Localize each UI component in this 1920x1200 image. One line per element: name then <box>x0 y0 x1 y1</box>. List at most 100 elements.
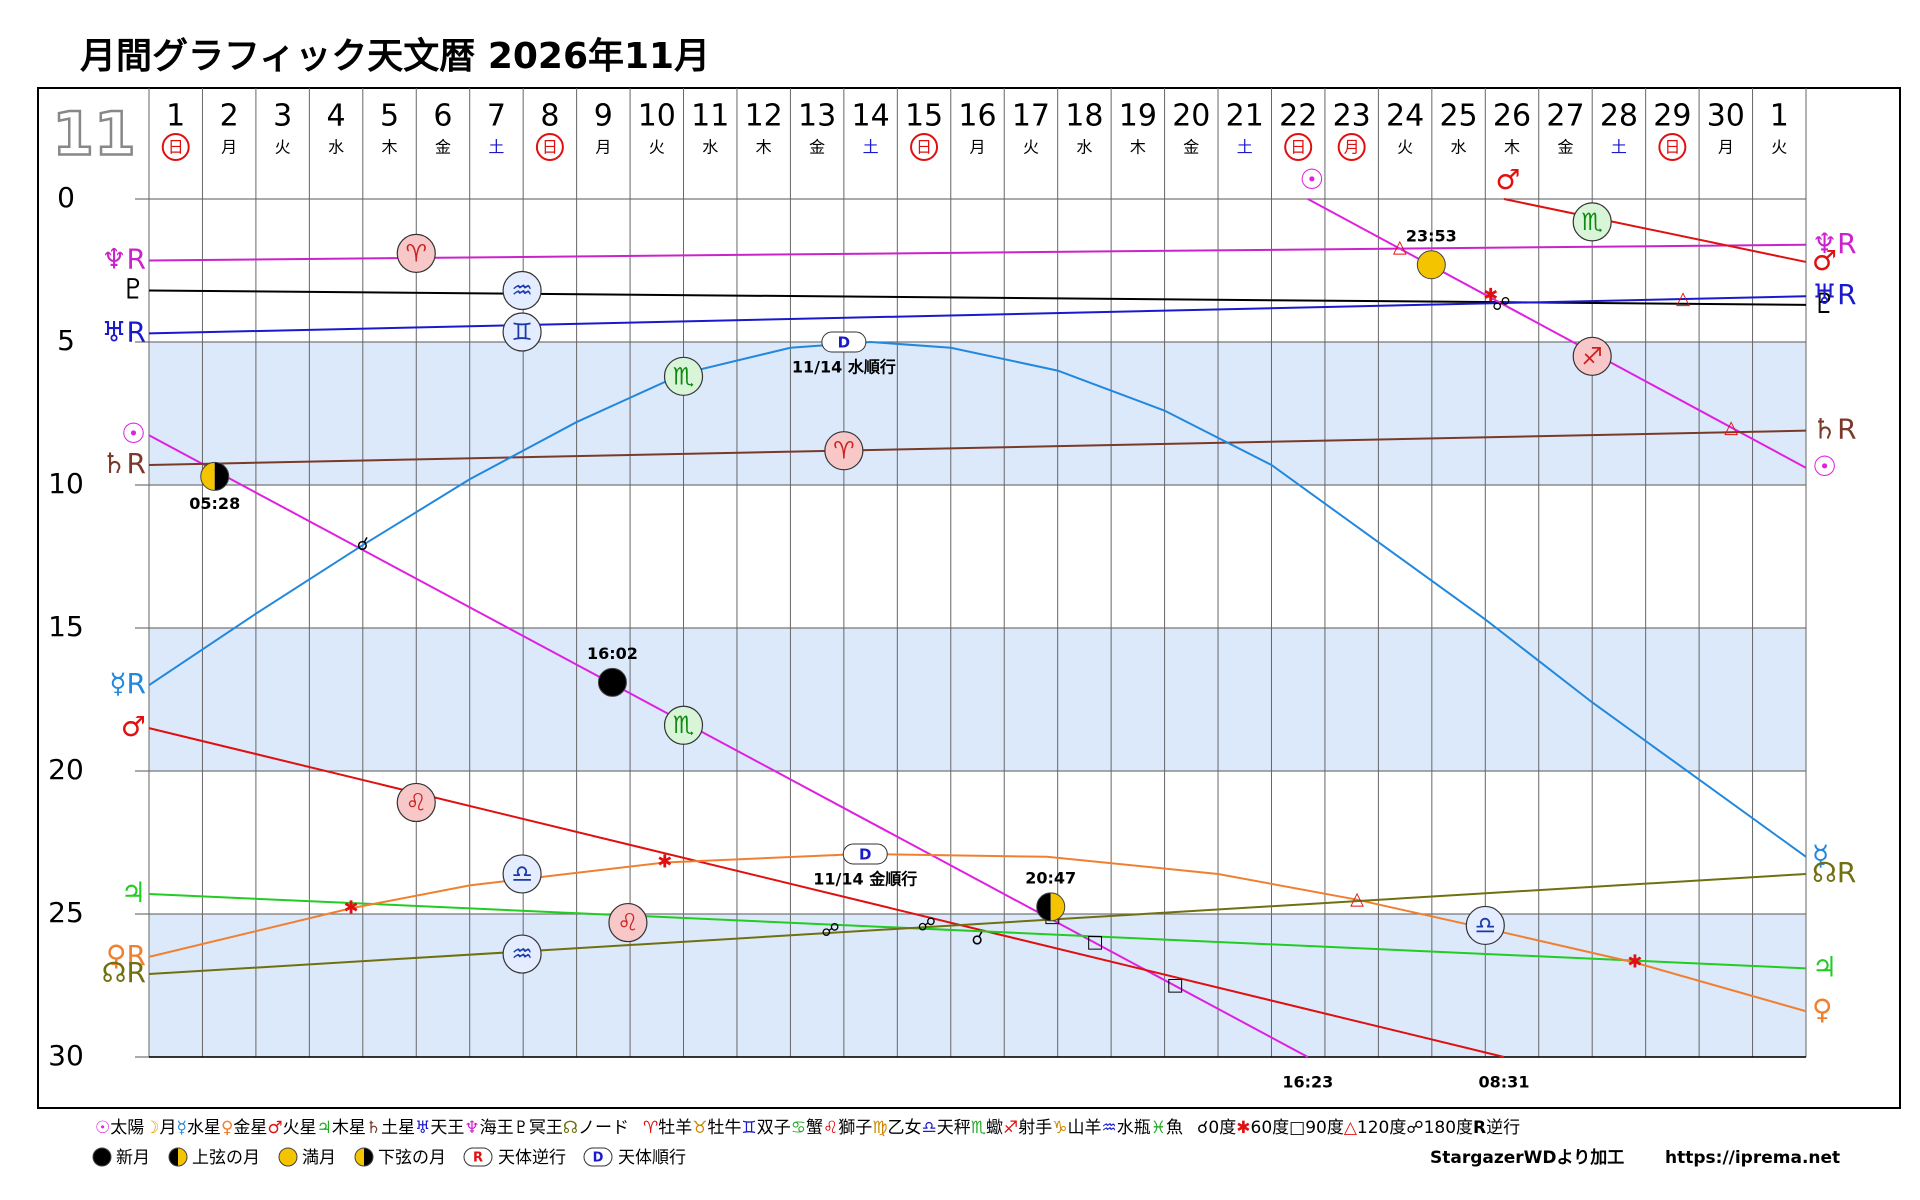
legend-symbol: ♇ <box>514 1118 529 1138</box>
y-tick-label: 15 <box>48 610 84 643</box>
holiday-circle <box>1284 133 1313 161</box>
moon-time: 20:47 <box>1025 868 1076 887</box>
planet-line <box>148 198 1807 1058</box>
legend-symbol: ♑ <box>1052 1118 1067 1138</box>
legend-label: 天秤 <box>937 1118 971 1138</box>
weekday: 日 <box>1664 138 1680 157</box>
holiday-circle <box>161 133 190 161</box>
legend-label: 魚 <box>1166 1118 1183 1138</box>
aspect-symbol: ✱ <box>344 897 359 918</box>
legend-label: 120度 <box>1357 1118 1406 1138</box>
station-label: 11/14 水順行 <box>792 358 896 377</box>
weekday: 月 <box>221 138 237 157</box>
moon-half <box>169 1148 178 1166</box>
legend-symbol: ☍ <box>1406 1118 1423 1138</box>
legend-symbol: ♄ <box>366 1118 381 1138</box>
legend-label: 木星 <box>332 1118 366 1138</box>
moon-icon <box>92 1147 112 1167</box>
sign-marker <box>502 934 542 974</box>
weekday: 日 <box>168 138 184 157</box>
legend-symbol: ♏ <box>971 1118 986 1138</box>
station-marker <box>821 331 867 353</box>
series-start-label: ♆R <box>101 242 146 275</box>
weekday: 火 <box>1397 138 1413 157</box>
weekday: 月 <box>595 138 611 157</box>
day-number: 21 <box>1226 99 1264 134</box>
legend-symbol: ♋ <box>791 1118 806 1138</box>
weekday: 土 <box>1237 138 1253 157</box>
day-number: 26 <box>1493 99 1531 134</box>
series-start-label: ♃ <box>121 876 146 909</box>
legend-label: 天体逆行 <box>498 1148 566 1168</box>
day-number: 25 <box>1439 99 1477 134</box>
sign-symbol: ♏ <box>1581 208 1603 236</box>
sign-symbol: ♒ <box>511 940 533 968</box>
legend-symbol: ♂ <box>267 1118 282 1138</box>
aspect-symbol: ☌ <box>971 929 983 950</box>
legend-label: 60度 <box>1251 1118 1290 1138</box>
sign-symbol: ♒ <box>511 277 533 305</box>
moon-half <box>214 462 229 491</box>
weekday: 土 <box>863 138 879 157</box>
aspect-symbol: △ <box>1724 417 1738 438</box>
weekday: 木 <box>756 138 772 157</box>
planet-line <box>148 872 1807 976</box>
aspect-symbol: ✱ <box>1627 952 1642 973</box>
weekday: 木 <box>1130 138 1146 157</box>
legend-symbol: ♌ <box>823 1118 838 1138</box>
sign-marker <box>663 356 704 396</box>
day-number: 9 <box>594 99 613 134</box>
legend-label: 蟹 <box>806 1118 823 1138</box>
sign-marker <box>608 902 648 943</box>
aspect-symbol: ☍ <box>918 914 936 935</box>
series-start-label: ♂ <box>1495 163 1520 196</box>
weekday: 火 <box>1771 138 1787 157</box>
day-number: 1 <box>166 99 185 134</box>
planet-line <box>148 892 1807 970</box>
sign-symbol: ♎ <box>511 860 533 888</box>
moon-disc <box>278 1147 298 1167</box>
sign-symbol: ♐ <box>1581 342 1603 370</box>
month-label: 11 <box>52 100 136 170</box>
aspect-symbol: ☌ <box>357 534 369 555</box>
day-number: 4 <box>327 99 346 134</box>
band <box>149 628 1806 771</box>
series-start-label: ☉ <box>1299 163 1324 196</box>
sign-symbol: ♌ <box>617 909 639 937</box>
moon-half <box>364 1148 373 1166</box>
moon-disc <box>1416 250 1446 280</box>
moon-outline <box>354 1147 374 1167</box>
aspect-symbol: △ <box>1393 237 1407 258</box>
weekday: 土 <box>488 138 504 157</box>
legend-label: 月 <box>160 1118 177 1138</box>
day-number: 5 <box>380 99 399 134</box>
legend-label: 蠍 <box>986 1118 1003 1138</box>
legend-symbol: ♐ <box>1003 1118 1018 1138</box>
legend-label: 獅子 <box>838 1118 872 1138</box>
legend-symbol: △ <box>1344 1118 1358 1138</box>
weekday: 水 <box>1451 138 1467 157</box>
weekday: 月 <box>1718 138 1734 157</box>
moon-half <box>178 1148 187 1166</box>
credit: StargazerWDより加工 <box>1430 1148 1624 1168</box>
legend-label: 90度 <box>1305 1118 1344 1138</box>
legend-symbol: ♊ <box>742 1118 757 1138</box>
series-start-label: ♄R <box>101 447 146 480</box>
weekday: 日 <box>916 138 932 157</box>
day-number: 29 <box>1653 99 1691 134</box>
holiday-circle <box>910 133 939 161</box>
weekday: 木 <box>1504 138 1520 157</box>
legend-box <box>583 1147 613 1167</box>
legend-symbol: R <box>473 1151 483 1166</box>
planet-line <box>148 340 1807 858</box>
legend-box <box>463 1147 493 1167</box>
weekday: 水 <box>702 138 718 157</box>
series-start-label: ☉ <box>121 417 146 450</box>
sign-marker <box>396 233 436 273</box>
day-number: 11 <box>691 99 729 134</box>
weekday: 金 <box>435 138 451 157</box>
legend-label: 天体順行 <box>618 1148 686 1168</box>
legend-label: 逆行 <box>1486 1118 1520 1138</box>
